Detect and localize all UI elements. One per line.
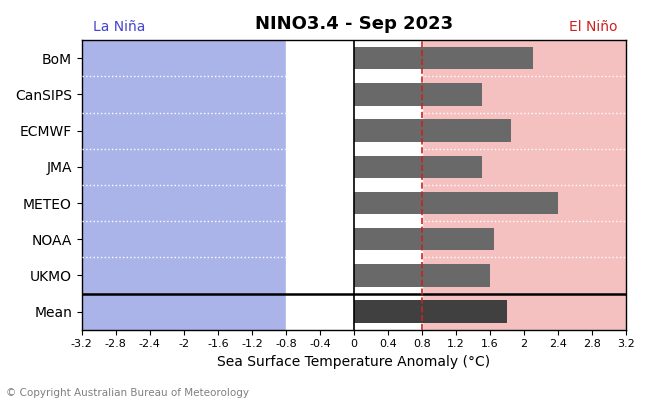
Bar <box>354 192 558 214</box>
Bar <box>354 264 490 287</box>
Bar <box>354 47 532 70</box>
Text: El Niño: El Niño <box>569 20 618 34</box>
Bar <box>82 40 286 330</box>
Title: NINO3.4 - Sep 2023: NINO3.4 - Sep 2023 <box>255 15 453 33</box>
Bar <box>422 40 626 330</box>
Text: La Niña: La Niña <box>92 20 145 34</box>
Bar <box>286 40 422 330</box>
X-axis label: Sea Surface Temperature Anomaly (°C): Sea Surface Temperature Anomaly (°C) <box>217 355 491 369</box>
Bar <box>354 228 494 250</box>
Text: © Copyright Australian Bureau of Meteorology: © Copyright Australian Bureau of Meteoro… <box>6 388 250 398</box>
Bar <box>354 300 507 323</box>
Bar <box>354 83 482 106</box>
Bar <box>354 156 482 178</box>
Bar <box>354 119 512 142</box>
